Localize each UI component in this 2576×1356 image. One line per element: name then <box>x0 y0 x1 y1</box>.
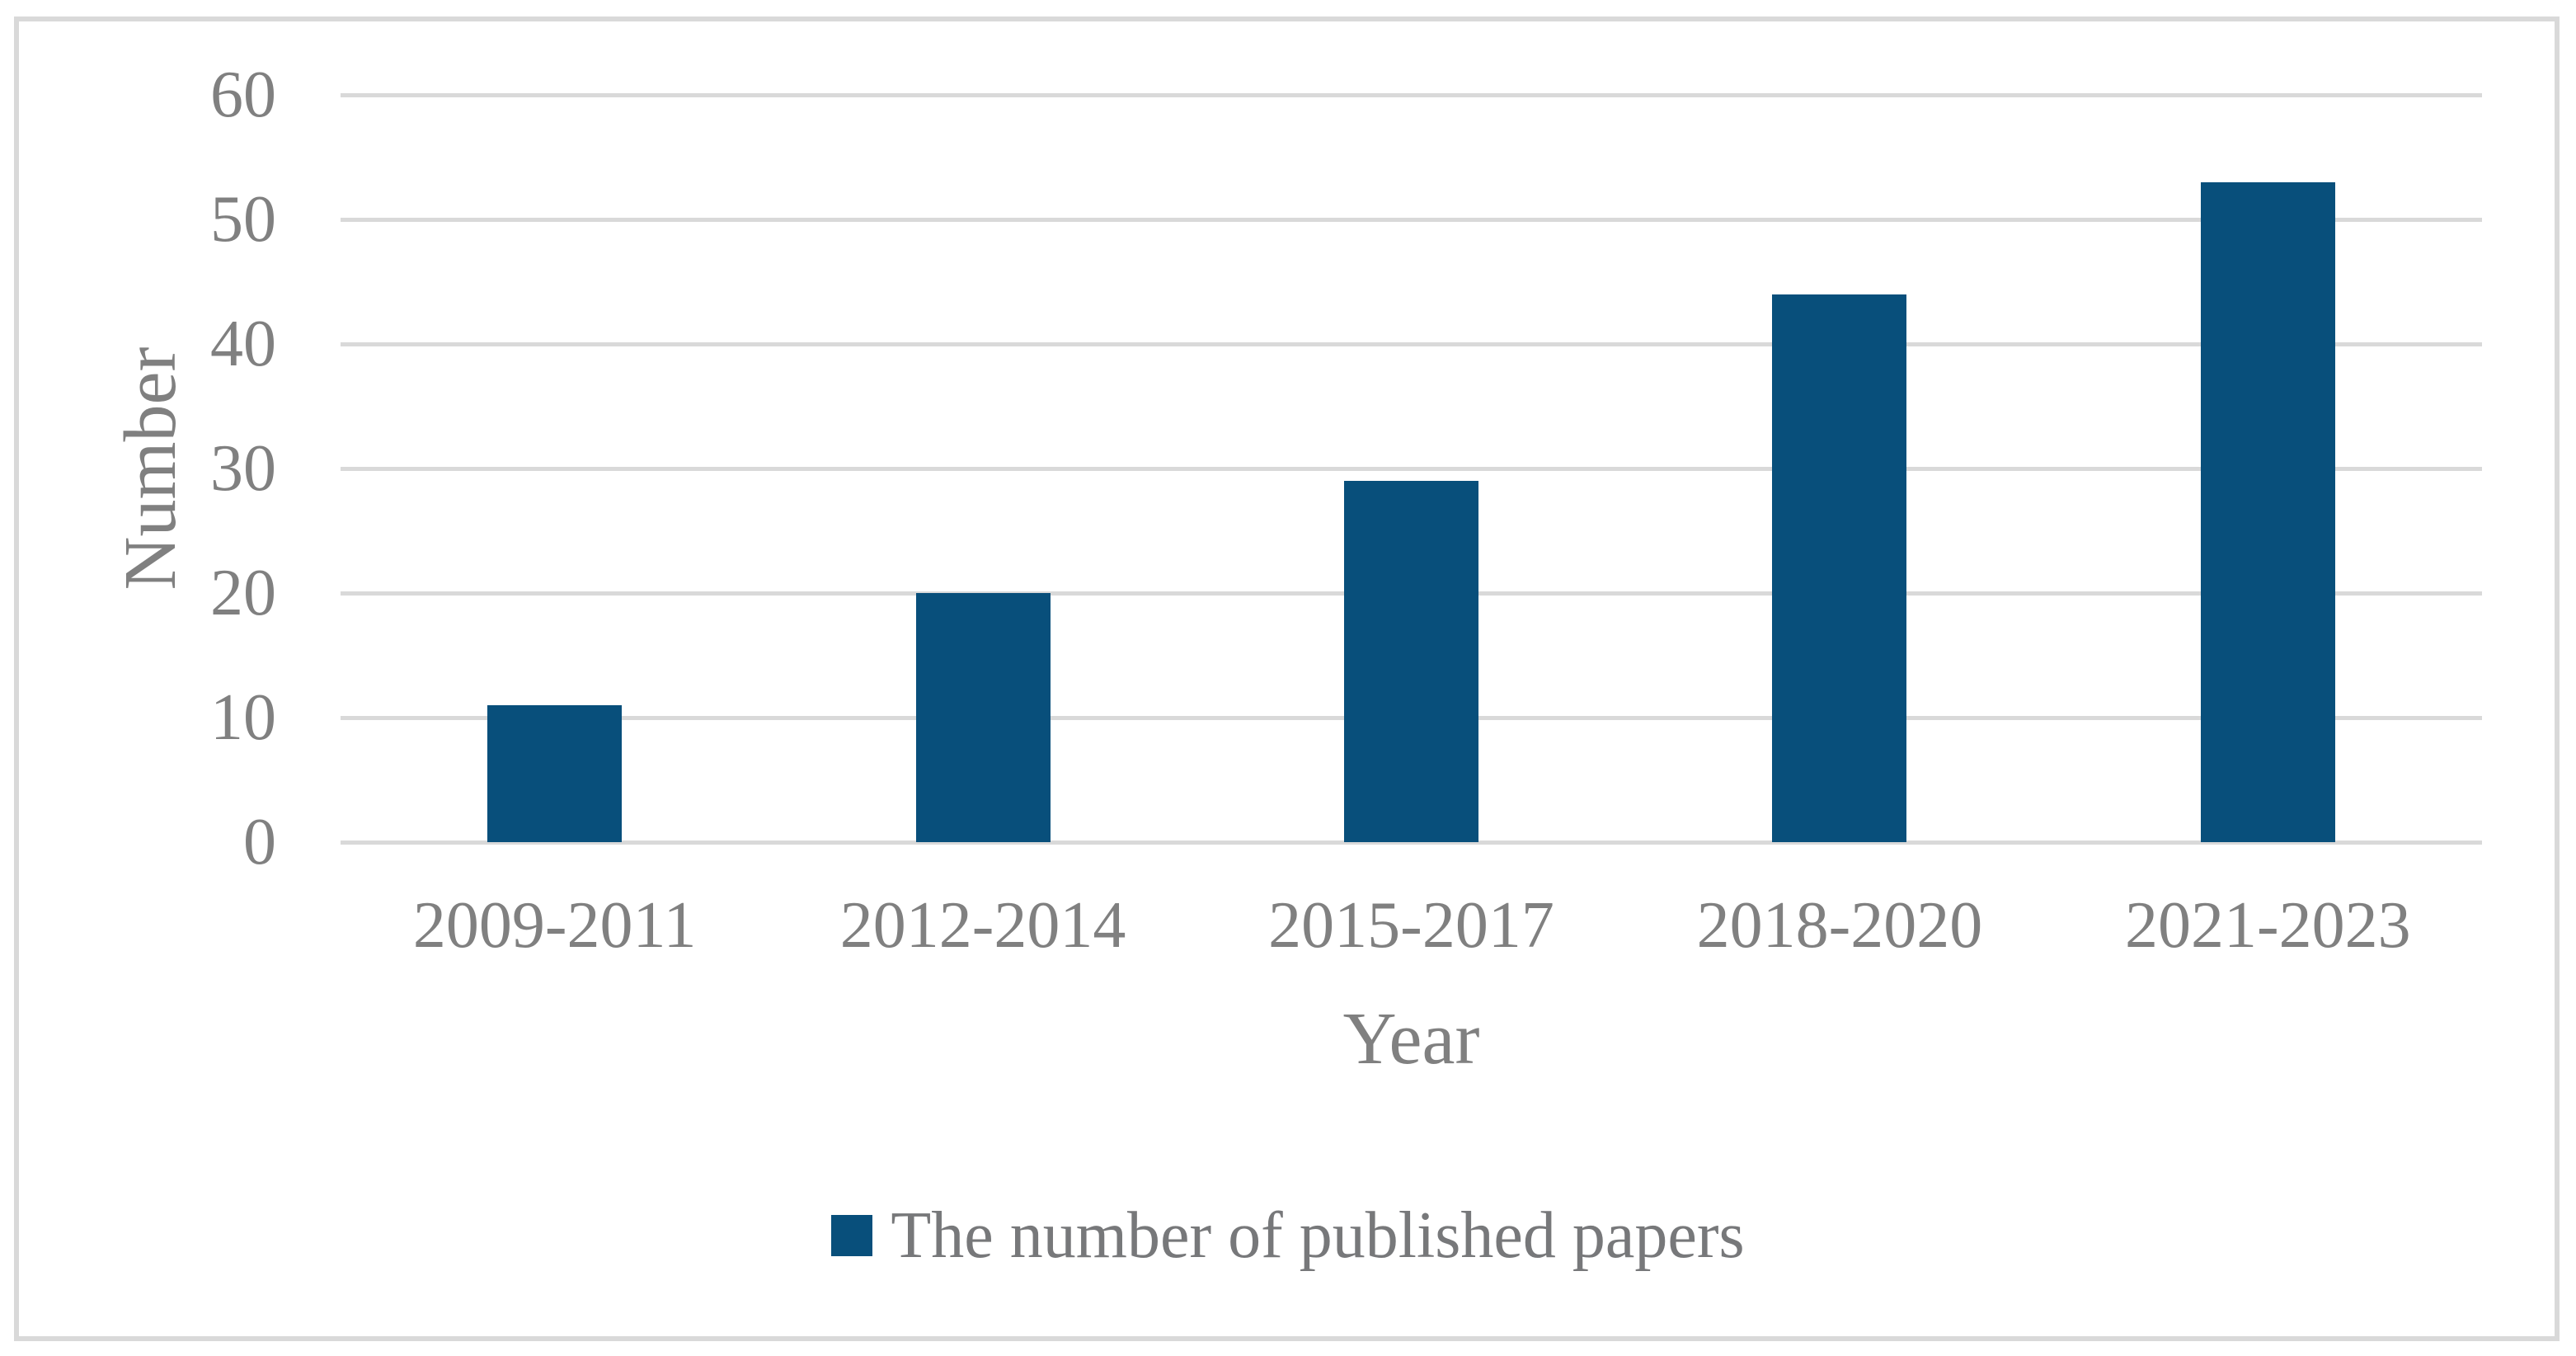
x-tick-label-2012-2014: 2012-2014 <box>839 889 1126 962</box>
bar-2015-2017 <box>1344 481 1478 842</box>
legend-label: The number of published papers <box>891 1199 1745 1272</box>
x-axis-title: Year <box>1342 998 1480 1080</box>
plot-area <box>341 92 2482 845</box>
y-tick-label-40: 40 <box>210 308 276 380</box>
gridline-y-50 <box>341 217 2482 222</box>
x-tick-label-2009-2011: 2009-2011 <box>412 889 697 962</box>
legend: The number of published papers <box>0 1196 2576 1275</box>
gridline-y-60 <box>341 92 2482 97</box>
x-tick-label-2015-2017: 2015-2017 <box>1268 889 1554 962</box>
legend-marker-icon <box>831 1215 873 1256</box>
y-tick-label-20: 20 <box>210 557 276 629</box>
bar-2009-2011 <box>487 704 623 842</box>
bar-2018-2020 <box>1772 294 1907 842</box>
gridline-y-40 <box>341 341 2482 346</box>
y-tick-label-50: 50 <box>210 183 276 256</box>
y-tick-label-30: 30 <box>210 432 276 505</box>
bar-2012-2014 <box>915 593 1051 842</box>
y-tick-label-0: 0 <box>243 806 276 878</box>
x-tick-label-2018-2020: 2018-2020 <box>1696 889 1983 962</box>
gridline-y-30 <box>341 466 2482 471</box>
y-tick-label-10: 10 <box>210 681 276 754</box>
bar-2021-2023 <box>2200 181 2335 842</box>
y-tick-label-60: 60 <box>210 59 276 131</box>
gridline-y-0 <box>341 840 2482 845</box>
chart-border <box>14 16 2560 1341</box>
x-tick-label-2021-2023: 2021-2023 <box>2124 889 2411 962</box>
